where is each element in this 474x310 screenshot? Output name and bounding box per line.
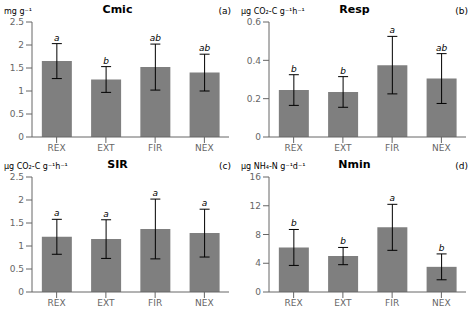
svg-text:FIR: FIR	[385, 143, 399, 153]
svg-text:0.2: 0.2	[247, 94, 261, 104]
svg-text:2: 2	[18, 195, 24, 205]
html-text:(a): (a)	[218, 6, 231, 16]
svg-text:NEX: NEX	[195, 143, 214, 153]
svg-text:FIR: FIR	[148, 143, 162, 153]
svg-text:NEX: NEX	[432, 298, 451, 308]
html-text:Resp: Resp	[339, 3, 370, 16]
svg-text:b: b	[340, 236, 346, 246]
svg-text:1.5: 1.5	[10, 218, 24, 228]
svg-text:b: b	[291, 218, 297, 228]
html-text:(b): (b)	[455, 6, 468, 16]
svg-text:1: 1	[18, 86, 24, 96]
svg-text:2: 2	[18, 40, 24, 50]
html-text:SIR: SIR	[107, 158, 128, 171]
svg-text:ab: ab	[436, 43, 448, 53]
svg-text:4: 4	[255, 258, 261, 268]
svg-text:b: b	[439, 243, 445, 253]
svg-text:0: 0	[255, 132, 261, 142]
svg-text:0.4: 0.4	[247, 56, 262, 66]
svg-text:ab: ab	[150, 33, 162, 43]
svg-text:2.5: 2.5	[10, 17, 24, 27]
html-text:Nmin: Nmin	[338, 158, 371, 171]
html-text:mg g⁻¹: mg g⁻¹	[4, 7, 32, 16]
svg-text:0.5: 0.5	[10, 264, 24, 274]
svg-text:a: a	[103, 209, 109, 219]
svg-text:16: 16	[250, 172, 262, 182]
svg-text:b: b	[291, 64, 297, 74]
svg-text:REX: REX	[48, 143, 66, 153]
svg-text:EXT: EXT	[334, 298, 352, 308]
svg-text:REX: REX	[285, 143, 303, 153]
svg-text:0: 0	[255, 287, 261, 297]
svg-text:b: b	[340, 66, 346, 76]
svg-text:8: 8	[255, 230, 261, 240]
svg-text:0: 0	[18, 287, 24, 297]
svg-text:EXT: EXT	[97, 143, 115, 153]
html-text:(d): (d)	[455, 161, 468, 171]
svg-text:1: 1	[18, 241, 24, 251]
svg-text:NEX: NEX	[432, 143, 451, 153]
html-text:(c): (c)	[219, 161, 231, 171]
svg-text:0: 0	[18, 132, 24, 142]
svg-text:ab: ab	[199, 43, 211, 53]
svg-text:a: a	[390, 25, 396, 35]
svg-text:a: a	[202, 198, 208, 208]
svg-text:12: 12	[250, 201, 261, 211]
html-text:μg NH₄-N g⁻¹d⁻¹: μg NH₄-N g⁻¹d⁻¹	[241, 162, 306, 171]
html-text:μg CO₂-C g⁻¹h⁻¹: μg CO₂-C g⁻¹h⁻¹	[241, 7, 305, 16]
svg-text:1.5: 1.5	[10, 63, 24, 73]
svg-text:a: a	[390, 193, 396, 203]
html-text:μg CO₂-C g⁻¹h⁻¹: μg CO₂-C g⁻¹h⁻¹	[4, 162, 68, 171]
svg-text:a: a	[54, 33, 60, 43]
svg-text:EXT: EXT	[97, 298, 115, 308]
svg-text:REX: REX	[48, 298, 66, 308]
svg-text:a: a	[54, 208, 60, 218]
svg-text:a: a	[153, 188, 159, 198]
svg-text:REX: REX	[285, 298, 303, 308]
svg-text:NEX: NEX	[195, 298, 214, 308]
svg-text:0.6: 0.6	[247, 17, 262, 27]
svg-text:FIR: FIR	[148, 298, 162, 308]
html-text:Cmic: Cmic	[102, 3, 133, 16]
svg-text:EXT: EXT	[334, 143, 352, 153]
svg-text:b: b	[103, 56, 109, 66]
svg-text:0.5: 0.5	[10, 109, 24, 119]
svg-text:2.5: 2.5	[10, 172, 24, 182]
svg-text:FIR: FIR	[385, 298, 399, 308]
